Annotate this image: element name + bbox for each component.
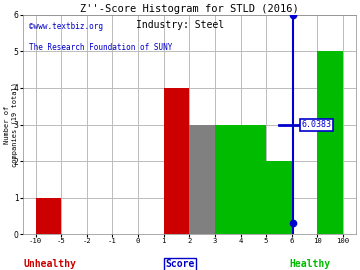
Bar	[36, 198, 61, 234]
Text: The Research Foundation of SUNY: The Research Foundation of SUNY	[30, 43, 173, 52]
Bar	[266, 161, 292, 234]
Text: Score: Score	[165, 259, 195, 269]
Text: ©www.textbiz.org: ©www.textbiz.org	[30, 22, 103, 31]
Bar	[164, 88, 189, 234]
Text: 6.0383: 6.0383	[302, 120, 332, 129]
Text: Industry: Steel: Industry: Steel	[136, 20, 224, 30]
Title: Z''-Score Histogram for STLD (2016): Z''-Score Histogram for STLD (2016)	[80, 4, 299, 14]
Y-axis label: Number of
companies (19 total): Number of companies (19 total)	[4, 82, 18, 167]
Text: Unhealthy: Unhealthy	[24, 259, 77, 269]
Text: Healthy: Healthy	[289, 259, 330, 269]
Bar	[318, 52, 343, 234]
Bar	[189, 124, 215, 234]
Bar	[215, 124, 266, 234]
